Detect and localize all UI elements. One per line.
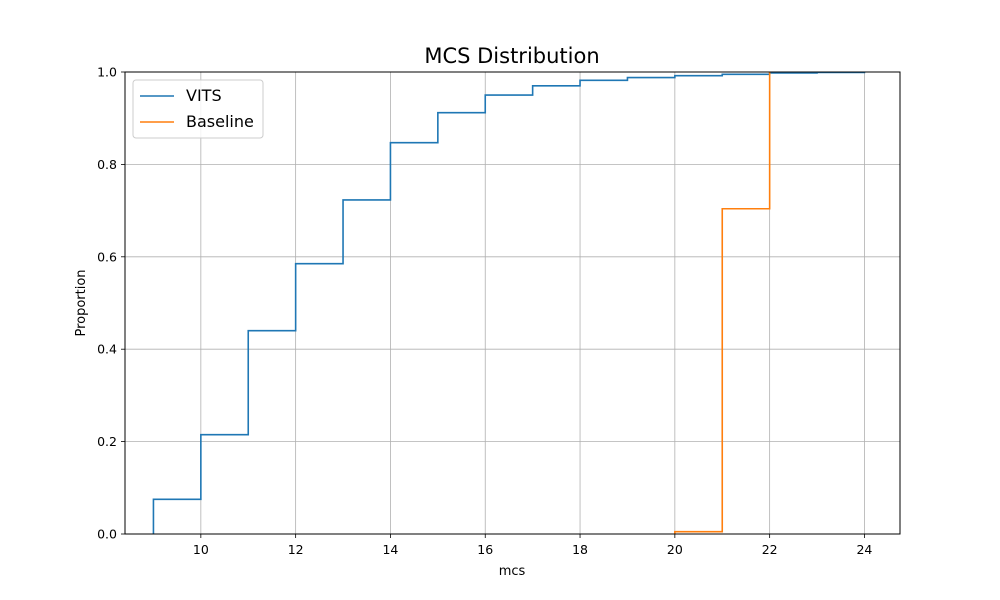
- legend: VITS Baseline: [132, 79, 264, 139]
- legend-box: [132, 79, 264, 139]
- y-tick-label: 0.4: [97, 342, 117, 357]
- plot-frame: [124, 71, 901, 535]
- x-tick-label: 24: [856, 542, 872, 557]
- series-line-vits: [152, 71, 866, 534]
- x-axis-ticks: 10 12 14 16 18 20 22 24: [193, 534, 872, 557]
- x-tick-label: 16: [477, 542, 493, 557]
- x-tick-label: 22: [762, 542, 778, 557]
- y-axis-ticks: 0.0 0.2 0.4 0.6 0.8 1.0: [97, 65, 125, 542]
- y-tick-label: 1.0: [97, 65, 117, 80]
- x-tick-label: 18: [572, 542, 588, 557]
- x-tick-label: 20: [667, 542, 683, 557]
- x-tick-label: 10: [193, 542, 209, 557]
- y-tick-label: 0.8: [97, 157, 117, 172]
- y-tick-label: 0.0: [97, 527, 117, 542]
- legend-label-vits: VITS: [186, 86, 222, 105]
- series-layer: [152, 71, 866, 534]
- x-axis-title: mcs: [499, 564, 526, 579]
- series-line-baseline: [674, 72, 771, 534]
- y-tick-label: 0.2: [97, 434, 117, 449]
- grid: [125, 71, 900, 535]
- chart-title: MCS Distribution: [424, 44, 599, 68]
- x-tick-label: 14: [382, 542, 398, 557]
- y-axis-title: Proportion: [74, 269, 89, 336]
- x-tick-label: 12: [288, 542, 304, 557]
- y-tick-label: 0.6: [97, 249, 117, 264]
- legend-label-baseline: Baseline: [186, 112, 254, 131]
